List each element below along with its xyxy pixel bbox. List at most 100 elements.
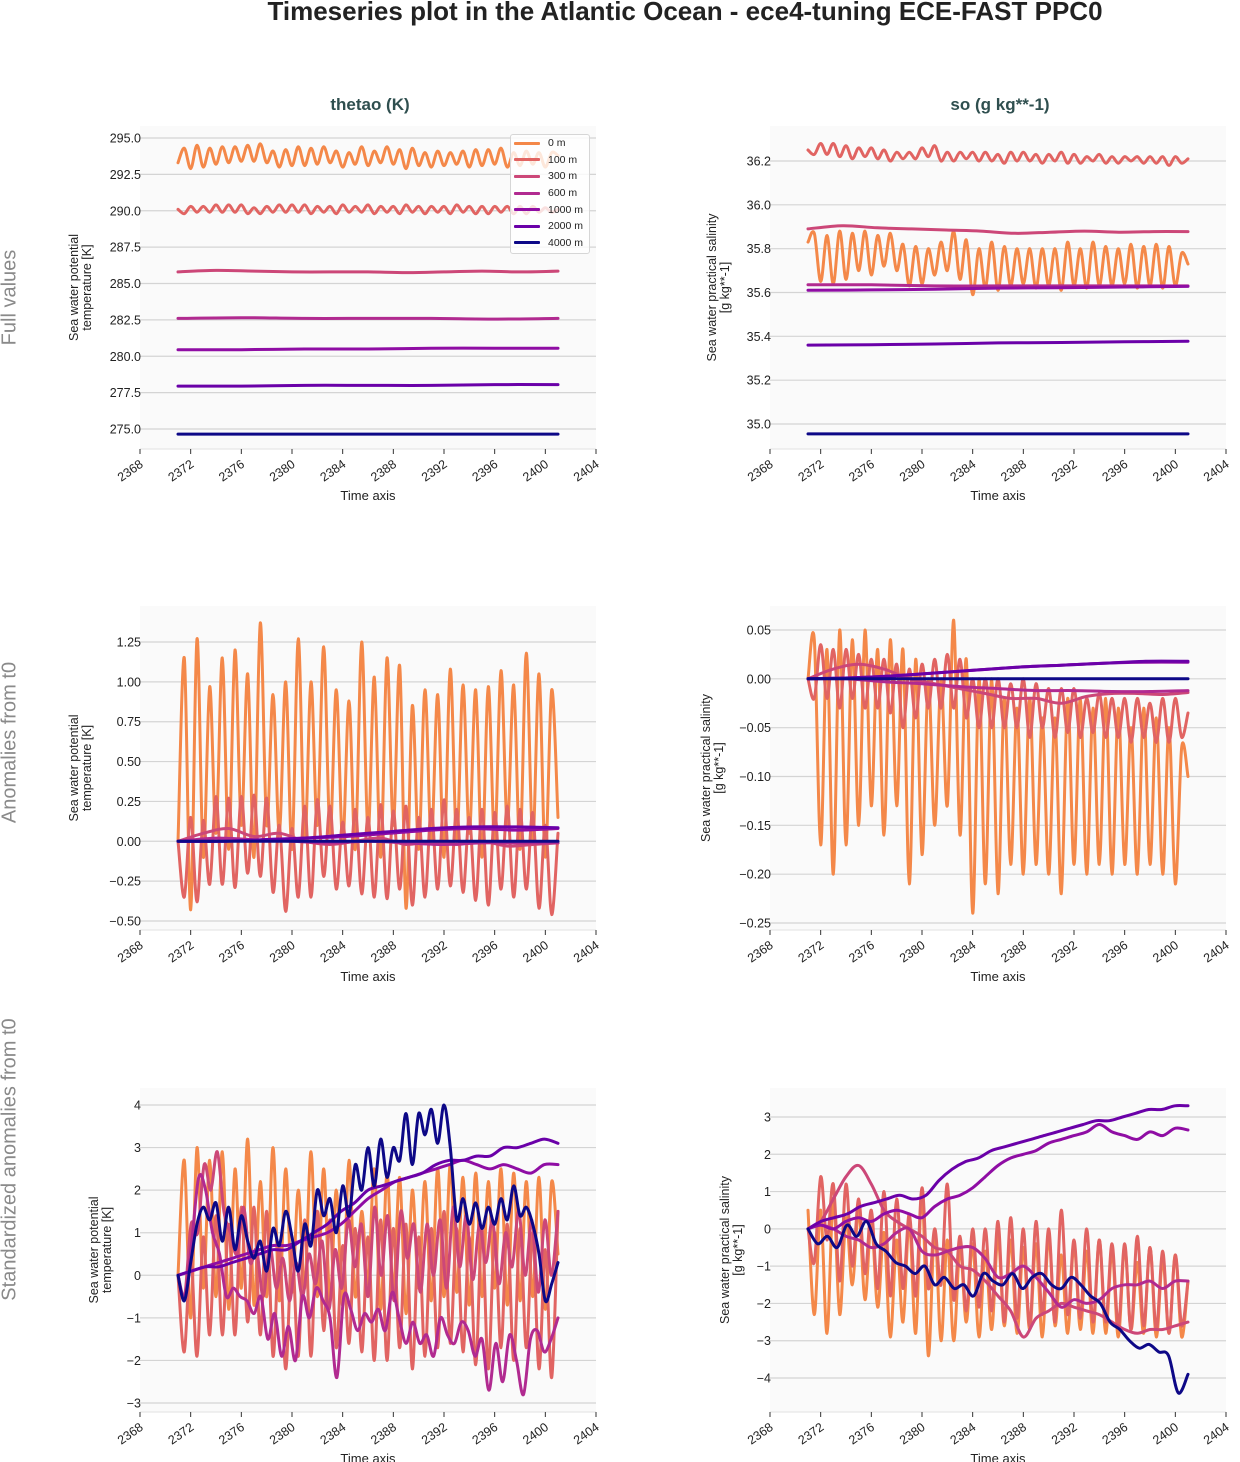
x-tick-label: 2372 [796,457,827,484]
x-tick-label: 2392 [1049,938,1080,965]
series-line-1000m [176,1158,560,1277]
x-tick-label: 2392 [1049,457,1080,484]
y-tick-label: 1.25 [117,636,141,650]
legend-label: 2000 m [548,220,584,233]
series-line-300m [176,268,560,275]
legend-item: 1000 m [511,201,589,218]
y-tick-label: −1 [757,1260,771,1274]
x-tick-label: 2384 [948,1420,979,1447]
x-tick-label: 2368 [115,457,146,484]
y-tick-label: 1 [764,1185,771,1199]
x-tick-label: 2396 [1100,938,1131,965]
legend-label: 300 m [548,170,578,183]
legend-label: 600 m [548,187,578,200]
y-tick-label: 280.0 [110,350,141,364]
y-axis-label: Sea water potential [67,714,81,821]
x-tick-label: 2404 [1201,457,1232,484]
series-line-2000m [176,1137,560,1277]
y-tick-label: 290.0 [110,204,141,218]
column-title-so: so (g kg**-1) [950,95,1050,114]
y-tick-label: 287.5 [110,241,141,255]
x-tick-label: 2368 [115,1420,146,1447]
y-tick-label: −0.25 [739,917,771,931]
series-line-300m [806,1163,1190,1339]
series-line-1000m [176,346,560,352]
y-axis-label: [g kg**-1] [712,742,726,793]
series-line-300m [176,1150,560,1311]
legend-swatch [514,191,540,195]
x-tick-label: 2372 [166,457,197,484]
legend-item: 100 m [511,152,589,169]
x-tick-label: 2404 [1201,1420,1232,1447]
series-line-300m [806,224,1190,235]
x-tick-label: 2372 [796,938,827,965]
legend-label: 0 m [548,137,566,150]
legend-swatch [514,241,540,245]
legend-swatch [514,208,540,212]
x-tick-label: 2384 [318,1420,349,1447]
x-tick-label: 2368 [115,938,146,965]
x-tick-label: 2368 [745,457,776,484]
x-axis-label: Time axis [340,969,396,984]
x-tick-label: 2384 [318,457,349,484]
y-tick-label: 275.0 [110,423,141,437]
y-tick-label: 4 [134,1099,141,1113]
y-tick-label: 0 [134,1269,141,1283]
y-axis-label: Sea water practical salinity [718,1175,732,1324]
y-tick-label: 0.75 [117,715,141,729]
y-tick-label: 1 [134,1226,141,1240]
x-tick-label: 2396 [1100,457,1131,484]
series-line-1000m [806,1123,1190,1231]
y-tick-label: 36.0 [747,198,771,212]
x-tick-label: 2384 [948,457,979,484]
legend-item: 2000 m [511,218,589,235]
series-line-600m [806,1223,1190,1309]
x-tick-label: 2380 [267,457,298,484]
x-tick-label: 2404 [571,1420,602,1447]
y-tick-label: 35.0 [747,418,771,432]
series-line-4000m [806,1219,1190,1395]
legend-item: 300 m [511,168,589,185]
y-tick-label: 35.2 [747,374,771,388]
x-tick-label: 2384 [948,938,979,965]
y-tick-label: 0.00 [117,835,141,849]
y-tick-label: 0 [764,1222,771,1236]
series-line-100m [176,203,560,216]
series-line-600m [176,1173,560,1397]
y-tick-label: 0.05 [747,624,771,638]
y-tick-label: −0.20 [739,868,771,882]
y-tick-label: −0.05 [739,721,771,735]
x-tick-label: 2392 [419,1420,450,1447]
x-tick-label: 2376 [216,457,247,484]
x-tick-label: 2400 [1150,938,1181,965]
x-tick-label: 2400 [520,457,551,484]
y-axis-label: temperature [K] [80,244,94,330]
x-tick-label: 2396 [470,457,501,484]
series-line-2000m [176,383,560,388]
series-line-300m [806,662,1190,705]
x-axis-label: Time axis [340,1451,396,1462]
x-tick-label: 2384 [318,938,349,965]
y-tick-label: 35.8 [747,242,771,256]
series-line-2000m [806,339,1190,347]
x-tick-label: 2380 [897,457,928,484]
x-tick-label: 2376 [846,457,877,484]
y-tick-label: 36.2 [747,155,771,169]
x-tick-label: 2372 [166,938,197,965]
y-tick-label: −0.25 [109,875,141,889]
y-axis-label: temperature [K] [80,725,94,811]
x-tick-label: 2392 [419,457,450,484]
x-tick-label: 2396 [470,938,501,965]
series-line-2000m [806,1104,1190,1231]
series-line-600m [176,316,560,321]
x-tick-label: 2372 [796,1420,827,1447]
y-tick-label: 0.25 [117,795,141,809]
y-tick-label: −0.50 [109,915,141,929]
x-tick-label: 2368 [745,1420,776,1447]
y-tick-label: −0.15 [739,819,771,833]
x-tick-label: 2388 [368,457,399,484]
x-tick-label: 2380 [897,1420,928,1447]
x-tick-label: 2388 [998,457,1029,484]
series-line-100m [806,1175,1190,1335]
y-tick-label: 277.5 [110,386,141,400]
